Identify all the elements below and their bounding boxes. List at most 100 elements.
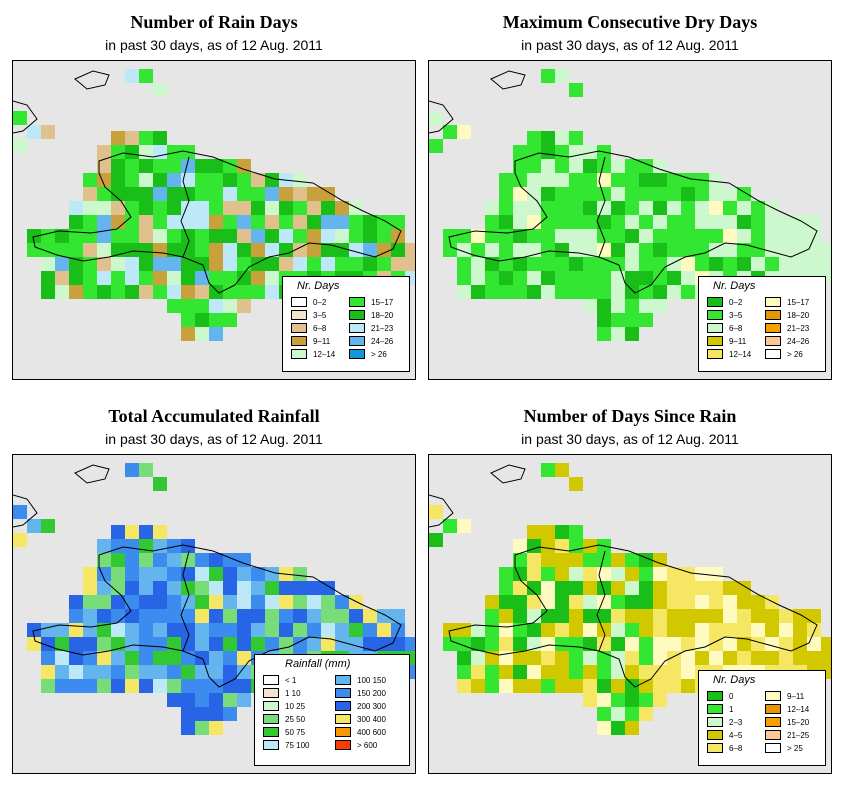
grid-cell [195,595,209,609]
grid-cell [821,271,831,285]
grid-cell [335,243,349,257]
grid-cell [555,69,569,83]
grid-cell [349,623,363,637]
grid-cell [195,553,209,567]
grid-cell [695,201,709,215]
grid-cell [695,215,709,229]
grid-cell [293,201,307,215]
grid-cell [377,229,391,243]
grid-cell [223,707,237,721]
legend-swatch [263,727,279,737]
grid-cell [625,229,639,243]
grid-cell [125,159,139,173]
legend-swatch [263,701,279,711]
grid-cell [27,637,41,651]
legend-label: 15–17 [787,297,810,307]
grid-cell [527,539,541,553]
grid-cell [611,299,625,313]
grid-cell [583,679,597,693]
legend-label: 3–5 [729,310,743,320]
grid-cell [111,679,125,693]
grid-cell [723,215,737,229]
legend-item: 2–3 [707,717,742,727]
grid-cell [793,609,807,623]
grid-cell [569,159,583,173]
grid-cell [125,665,139,679]
grid-cell [335,229,349,243]
grid-cell [807,229,821,243]
grid-cell [41,665,55,679]
grid-cell [513,679,527,693]
grid-cell [97,665,111,679]
grid-cell [527,679,541,693]
grid-cell [153,201,167,215]
panel-subtitle: in past 30 days, as of 12 Aug. 2011 [521,431,739,447]
grid-cell [363,623,377,637]
grid-cell [237,201,251,215]
grid-cell [349,637,363,651]
grid-cell [513,553,527,567]
grid-cell [55,651,69,665]
grid-cell [597,637,611,651]
grid-cell [69,215,83,229]
grid-cell [223,313,237,327]
legend-label: 21–23 [371,323,394,333]
legend-title: Nr. Days [297,280,340,292]
grid-cell [569,637,583,651]
grid-cell [335,637,349,651]
grid-cell [681,623,695,637]
grid-cell [681,651,695,665]
legend-swatch [263,688,279,698]
grid-cell [597,285,611,299]
grid-cell [513,595,527,609]
grid-cell [181,553,195,567]
grid-cell [695,623,709,637]
grid-cell [125,463,139,477]
grid-cell [779,257,793,271]
legend-item: 21–23 [349,323,393,333]
legend-label: 25 50 [285,714,306,724]
grid-cell [139,665,153,679]
grid-cell [499,637,513,651]
legend-item: 9–11 [765,691,804,701]
grid-cell [527,131,541,145]
grid-cell [307,187,321,201]
grid-cell [709,567,723,581]
grid-cell [597,679,611,693]
grid-cell [391,215,405,229]
grid-cell [167,665,181,679]
grid-cell [583,623,597,637]
grid-cell [83,215,97,229]
map-grid-max-dry-days [429,69,831,341]
grid-cell [471,637,485,651]
grid-cell [405,271,415,285]
grid-cell [251,595,265,609]
grid-cell [667,679,681,693]
grid-cell [611,159,625,173]
grid-cell [597,693,611,707]
legend-item: 1 [707,704,733,714]
grid-cell [307,595,321,609]
grid-cell [69,285,83,299]
legend-title: Nr. Days [713,674,756,686]
grid-cell [625,651,639,665]
grid-cell [181,299,195,313]
grid-cell [195,173,209,187]
grid-cell [667,665,681,679]
grid-cell [307,215,321,229]
grid-cell [237,609,251,623]
grid-cell [499,595,513,609]
grid-cell [195,187,209,201]
grid-cell [181,313,195,327]
grid-cell [279,201,293,215]
grid-cell [237,595,251,609]
grid-cell [541,609,555,623]
grid-cell [167,229,181,243]
grid-cell [471,285,485,299]
grid-cell [125,173,139,187]
grid-cell [181,285,195,299]
grid-cell [583,581,597,595]
grid-cell [667,229,681,243]
legend-swatch [291,336,307,346]
grid-cell [125,679,139,693]
